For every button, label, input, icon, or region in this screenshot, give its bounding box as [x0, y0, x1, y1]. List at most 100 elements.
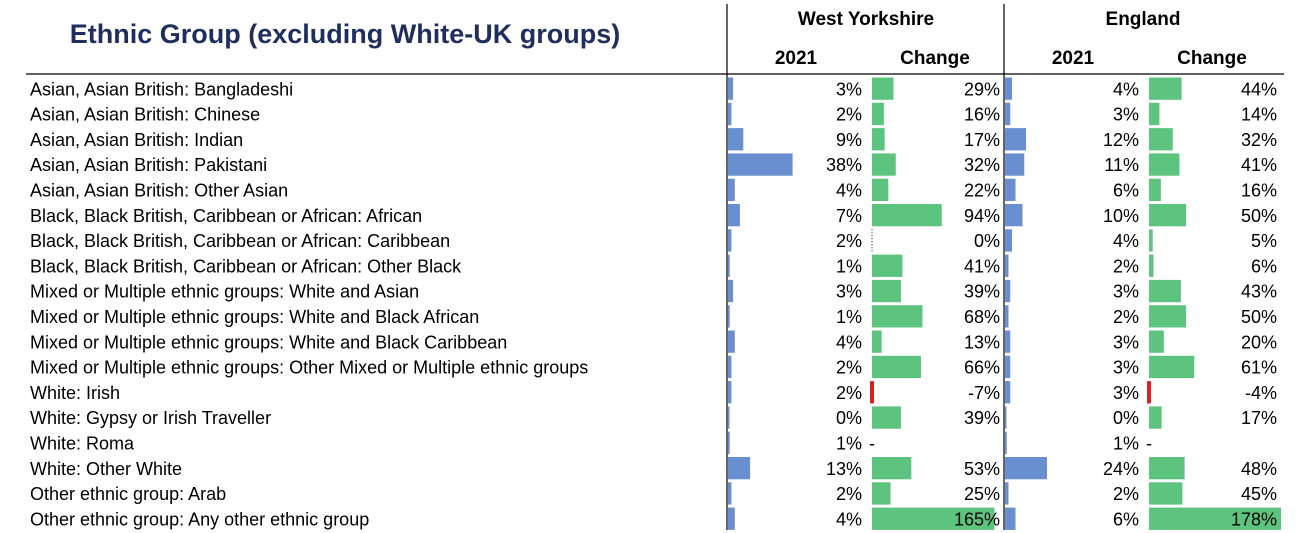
wy-change-bar [872, 178, 889, 201]
wy-2021-value: 1% [836, 256, 862, 276]
eng-2021-value: 11% [1104, 155, 1139, 175]
wy-change-bar [872, 355, 921, 379]
wy-2021-bar [728, 355, 732, 379]
eng-2021-value: 12% [1103, 130, 1139, 150]
eng-2021-bar [1005, 431, 1007, 454]
wy-2021-bar [728, 406, 730, 429]
wy-change-bar [872, 457, 912, 480]
eng-2021-bar [1005, 153, 1025, 176]
wy-2021-bar [728, 330, 735, 353]
table-row: Mixed or Multiple ethnic groups: White a… [30, 279, 1277, 303]
eng-2021-value: 24% [1103, 459, 1139, 479]
wy-2021-value: 2% [836, 383, 862, 403]
eng-change-value: 45% [1241, 484, 1277, 504]
eng-2021-value: 2% [1113, 484, 1139, 504]
eng-change-bar [1149, 507, 1282, 530]
wy-2021-bar [728, 254, 730, 277]
row-label: Mixed or Multiple ethnic groups: Other M… [30, 358, 588, 378]
table-row: White: Roma 1% -1% - [30, 431, 1152, 454]
eng-2021-bar [1005, 355, 1011, 379]
wy-change-value: 39% [964, 282, 1000, 302]
table-row: Mixed or Multiple ethnic groups: Other M… [30, 355, 1277, 379]
wy-change-value: 53% [964, 459, 1000, 479]
table-row: White: Irish 2% -7% 3% -4% [30, 381, 1277, 404]
row-label: Black, Black British, Caribbean or Afric… [30, 206, 422, 226]
wy-change-value: 13% [964, 332, 1000, 352]
eng-2021-bar [1005, 178, 1016, 201]
row-label: Mixed or Multiple ethnic groups: White a… [30, 307, 479, 327]
eng-change-value: 6% [1251, 256, 1277, 276]
eng-change-bar [1149, 254, 1154, 277]
eng-change-value: 16% [1241, 181, 1277, 201]
header-wy-change: Change [900, 48, 970, 69]
wy-change-bar [872, 128, 885, 151]
wy-2021-bar [728, 128, 744, 151]
table-row: Mixed or Multiple ethnic groups: White a… [30, 330, 1277, 353]
table-row: Mixed or Multiple ethnic groups: White a… [30, 305, 1277, 328]
eng-2021-bar [1005, 128, 1026, 151]
row-label: Other ethnic group: Any other ethnic gro… [30, 509, 369, 529]
row-label: Asian, Asian British: Pakistani [30, 155, 267, 175]
eng-change-bar [1147, 381, 1151, 404]
eng-change-bar [1149, 355, 1195, 379]
row-label: White: Gypsy or Irish Traveller [30, 408, 271, 428]
row-label: Asian, Asian British: Chinese [30, 105, 260, 125]
wy-change-bar [872, 330, 882, 353]
wy-2021-value: 9% [836, 130, 862, 150]
eng-change-bar [1149, 482, 1183, 505]
wy-change-bar [872, 204, 942, 227]
table-row: Other ethnic group: Any other ethnic gro… [30, 507, 1282, 530]
wy-2021-bar [728, 178, 735, 201]
wy-2021-value: 0% [836, 408, 862, 428]
eng-2021-value: 1% [1113, 434, 1139, 454]
eng-change-value: 41% [1241, 155, 1277, 175]
wy-2021-value: 13% [826, 459, 862, 479]
wy-2021-value: 3% [836, 282, 862, 302]
eng-2021-value: 3% [1113, 282, 1139, 302]
eng-2021-bar [1005, 330, 1011, 353]
wy-2021-bar [728, 279, 734, 303]
wy-change-bar [872, 279, 901, 303]
header-eng-change: Change [1177, 48, 1247, 69]
eng-2021-bar [1005, 102, 1011, 126]
row-label: White: Roma [30, 434, 135, 454]
wy-change-bar [872, 507, 995, 530]
eng-2021-value: 4% [1113, 79, 1139, 99]
wy-change-value: 17% [964, 130, 1000, 150]
eng-change-bar [1149, 279, 1181, 303]
eng-change-bar [1149, 330, 1164, 353]
row-label: Black, Black British, Caribbean or Afric… [30, 231, 450, 251]
eng-change-value: - [1146, 434, 1152, 454]
wy-2021-value: 1% [836, 307, 862, 327]
table-row: Asian, Asian British: Indian 9% 17% 12% 32% [30, 128, 1277, 151]
wy-change-bar [872, 406, 901, 429]
wy-2021-value: 2% [836, 358, 862, 378]
wy-2021-bar [728, 305, 730, 328]
wy-2021-value: 4% [836, 181, 862, 201]
eng-2021-value: 0% [1113, 408, 1139, 428]
eng-change-bar [1149, 305, 1187, 328]
table-row: Asian, Asian British: Bangladeshi 3% 29% 4%… [30, 77, 1277, 100]
wy-2021-value: 2% [836, 484, 862, 504]
wy-change-value: - [869, 434, 875, 454]
eng-2021-value: 3% [1113, 383, 1139, 403]
eng-change-value: 20% [1241, 332, 1277, 352]
table-row: Asian, Asian British: Chinese 2% 16% 3% 14% [30, 102, 1277, 126]
row-label: Other ethnic group: Arab [30, 484, 226, 504]
eng-change-value: 44% [1241, 79, 1277, 99]
eng-2021-bar [1005, 204, 1023, 227]
eng-2021-value: 3% [1113, 332, 1139, 352]
eng-change-value: 32% [1241, 130, 1277, 150]
table-title: Ethnic Group (excluding White-UK groups) [70, 19, 620, 49]
wy-change-bar [872, 77, 894, 100]
header-england: England [1106, 9, 1181, 30]
eng-change-value: 14% [1241, 105, 1277, 125]
eng-2021-value: 2% [1113, 307, 1139, 327]
wy-2021-value: 4% [836, 332, 862, 352]
row-label: Mixed or Multiple ethnic groups: White a… [30, 332, 507, 352]
eng-change-bar [1149, 204, 1187, 227]
wy-change-value: 29% [964, 79, 1000, 99]
wy-change-bar [872, 102, 884, 126]
wy-2021-bar [728, 482, 732, 505]
